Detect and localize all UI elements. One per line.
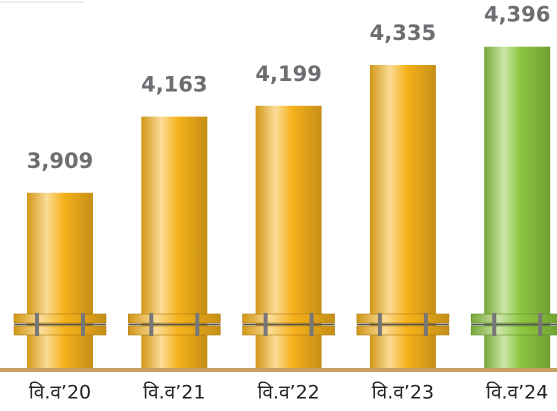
bolt	[377, 313, 382, 336]
flange	[242, 325, 335, 336]
bolt	[35, 313, 39, 336]
x-tick-label: वि.व’20	[29, 381, 91, 404]
ground-line	[0, 368, 557, 372]
flange	[128, 313, 221, 324]
x-tick-label: वि.व’23	[372, 381, 434, 404]
flange	[13, 325, 107, 336]
flange	[242, 313, 335, 324]
value-label: 4,163	[141, 73, 207, 97]
bolt	[538, 313, 543, 336]
value-label: 4,335	[370, 21, 436, 45]
value-label: 4,199	[255, 62, 321, 86]
bolt	[81, 313, 85, 336]
flange	[128, 325, 221, 336]
bar	[27, 192, 93, 368]
bolt	[492, 313, 497, 336]
x-tick-label: वि.व’22	[257, 381, 319, 404]
bolt	[423, 313, 428, 336]
bolt	[309, 313, 314, 336]
bolt	[149, 313, 154, 336]
flange	[470, 313, 557, 324]
value-label: 3,909	[27, 149, 93, 173]
x-tick-label: वि.व’21	[143, 381, 205, 404]
value-label: 4,396	[484, 3, 550, 27]
flange	[356, 325, 450, 336]
bolt	[263, 313, 268, 336]
flange	[470, 325, 557, 336]
bolt	[195, 313, 200, 336]
x-tick-label: वि.व’24	[486, 381, 548, 404]
flange	[356, 313, 450, 324]
flange	[13, 313, 107, 324]
